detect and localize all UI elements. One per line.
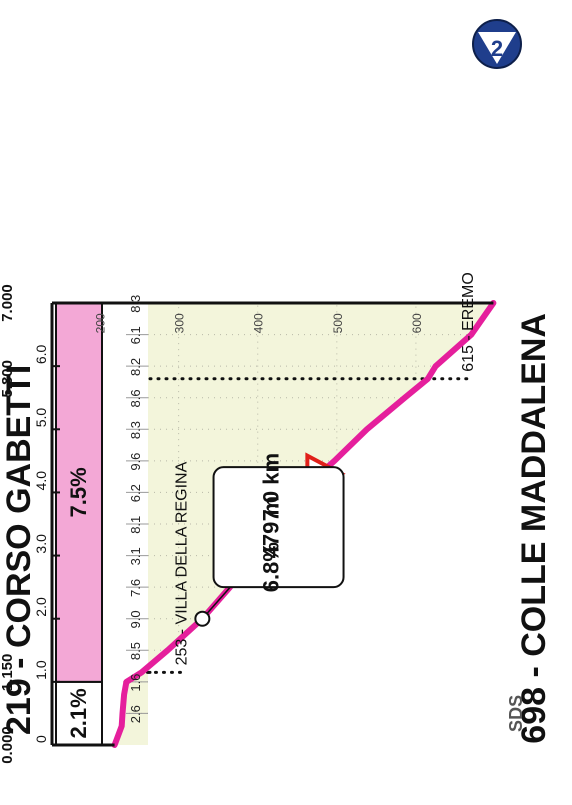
distance-tick-label: 1.0 <box>33 660 49 680</box>
segment-gradient-label: 8.1 <box>128 516 143 534</box>
altitude-tick-label: 200 <box>94 313 108 333</box>
finish-name: 698 - COLLE MADDALENA <box>515 313 553 744</box>
segment-gradient-label: 8.3 <box>128 421 143 439</box>
max-gradient-point <box>194 610 211 627</box>
waypoint-label: 253 - VILLA DELLA REGINA <box>173 461 190 665</box>
segment-gradient-label: 9.6 <box>128 453 143 471</box>
rotated-plot: max 11% 2.1%7.5% 01.02.03.04.05.06.00.00… <box>0 272 553 764</box>
stage-badge: 2 <box>472 19 522 69</box>
altitude-tick-label: 500 <box>331 313 345 333</box>
key-distance-label: 5.800 <box>0 360 16 398</box>
segment-gradient-label: 2.6 <box>128 705 143 723</box>
segment-gradient-label: 7.6 <box>128 579 143 597</box>
segment-gradient-label: 8.6 <box>128 389 143 407</box>
distance-tick-label: 0 <box>33 735 49 743</box>
gradient-bar-label: 2.1% <box>66 688 91 738</box>
segment-gradient-label: 6.2 <box>128 484 143 502</box>
distance-tick-label: 6.0 <box>33 344 49 364</box>
key-distance-label: 7.000 <box>0 284 16 322</box>
sds-logo: SDS <box>506 695 526 732</box>
segment-gradient-label: 8.2 <box>128 358 143 376</box>
altitude-tick-label: 400 <box>252 313 266 333</box>
altitude-tick-label: 300 <box>173 313 187 333</box>
waypoint-label: 615 - EREMO <box>460 272 477 372</box>
summary-value: 479 m <box>259 496 284 558</box>
text-labels: 2.6 1.6 8.5 9.0 7.6 3.1 8.1 6.2 9.6 8.3 8.6 8.2 6.1 8… <box>0 272 553 744</box>
key-distance-label: 1.150 <box>0 654 16 692</box>
distance-tick-label: 4.0 <box>33 471 49 491</box>
segment-gradient-label: 9.0 <box>128 610 143 628</box>
segment-gradient-label: 3.1 <box>128 547 143 565</box>
key-distance-label: 0.000 <box>0 726 16 764</box>
summary-box-frame <box>212 466 345 589</box>
stage-number: 2 <box>491 36 503 61</box>
segment-gradient-label: 1.6 <box>128 674 143 692</box>
start-name: 219 - CORSO GABETTI <box>0 365 38 735</box>
distance-tick-label: 5.0 <box>33 408 49 428</box>
gradient-bar-label: 7.5% <box>66 467 91 517</box>
summary-value: 6.8% <box>259 542 284 592</box>
altitude-tick-label: 600 <box>410 313 424 333</box>
gradient-bar: 2.1% 7.5% <box>55 301 103 746</box>
distance-axis: 0 1.0 2.0 3.0 4.0 5.0 6.0 0.000 1.150 5.800 7.000 <box>0 284 494 764</box>
segment-gradient-label: 8.3 <box>128 295 143 313</box>
summary-value: 7.0 km <box>259 453 284 521</box>
distance-tick-label: 3.0 <box>33 534 49 554</box>
segment-gradient-label: 8.5 <box>128 642 143 660</box>
profile-area <box>114 303 494 745</box>
distance-tick-label: 2.0 <box>33 597 49 617</box>
segment-gradient-label: 6.1 <box>128 326 143 344</box>
